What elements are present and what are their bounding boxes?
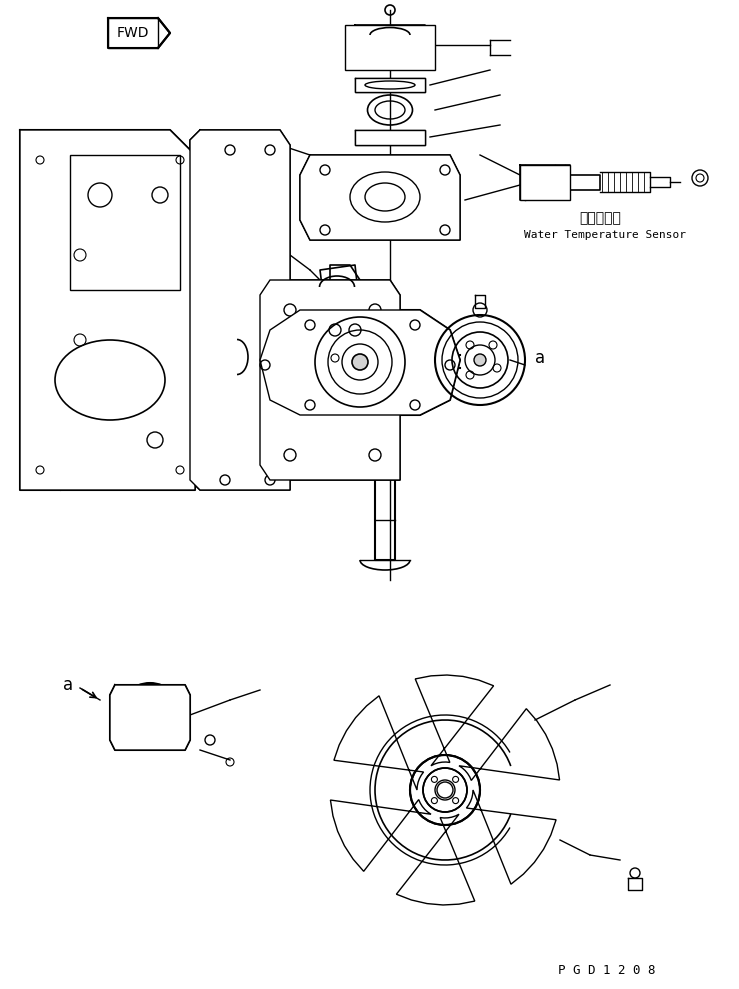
Polygon shape [520, 165, 570, 200]
Polygon shape [110, 685, 190, 750]
Circle shape [435, 780, 455, 800]
Circle shape [474, 354, 486, 366]
Circle shape [140, 705, 160, 725]
Polygon shape [260, 280, 400, 480]
Polygon shape [355, 130, 425, 145]
Text: Water Temperature Sensor: Water Temperature Sensor [524, 230, 686, 240]
Circle shape [437, 782, 453, 798]
Text: 水温センサ: 水温センサ [579, 211, 621, 225]
Polygon shape [300, 155, 460, 240]
Polygon shape [108, 18, 158, 48]
Polygon shape [345, 25, 435, 70]
Text: P G D 1 2 0 8: P G D 1 2 0 8 [557, 963, 655, 976]
Circle shape [352, 354, 368, 370]
Text: FWD: FWD [117, 26, 149, 40]
Polygon shape [355, 78, 425, 92]
Polygon shape [190, 130, 290, 490]
Text: a: a [63, 676, 73, 694]
Polygon shape [20, 130, 195, 490]
Text: a: a [535, 349, 545, 367]
Polygon shape [260, 310, 460, 415]
